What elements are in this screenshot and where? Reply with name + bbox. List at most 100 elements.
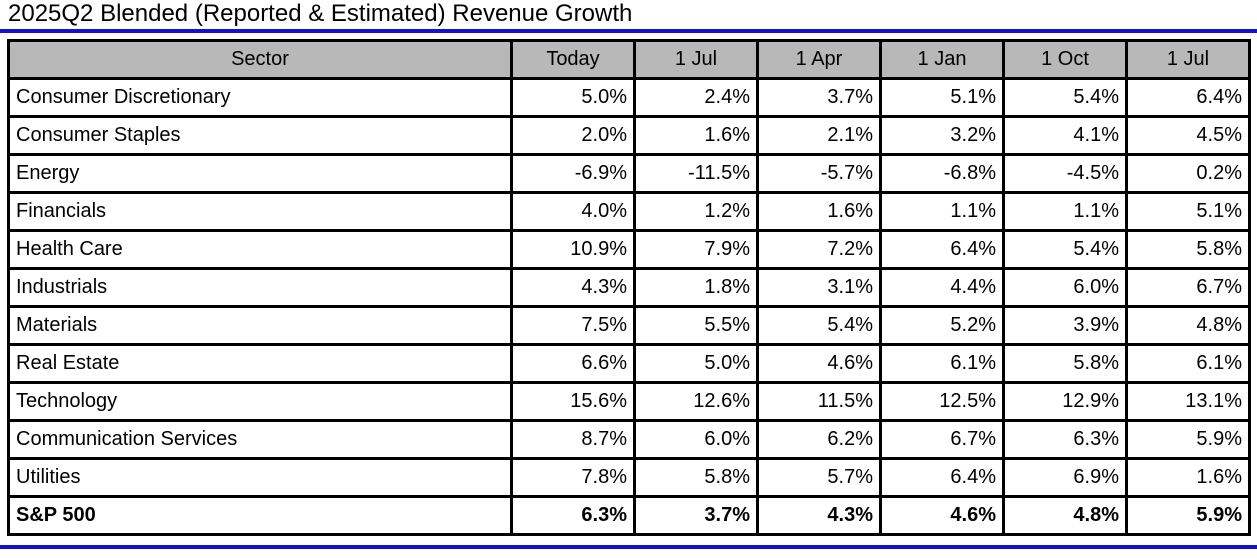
- value-cell: 6.7%: [1125, 267, 1251, 308]
- value-cell: 4.4%: [879, 267, 1005, 308]
- value-cell: 1.6%: [756, 191, 882, 232]
- value-cell: 6.0%: [1002, 267, 1128, 308]
- value-cell: 6.6%: [510, 343, 636, 384]
- value-cell: 12.5%: [879, 381, 1005, 422]
- value-cell: 6.7%: [879, 419, 1005, 460]
- value-cell: 4.3%: [756, 495, 882, 536]
- sector-cell: Industrials: [7, 267, 513, 308]
- value-cell: 6.3%: [1002, 419, 1128, 460]
- sector-cell: Consumer Staples: [7, 115, 513, 156]
- table-row: Technology 15.6% 12.6% 11.5% 12.5% 12.9%…: [7, 381, 1251, 422]
- table-row: Financials 4.0% 1.2% 1.6% 1.1% 1.1% 5.1%: [7, 191, 1251, 232]
- value-cell: 6.4%: [1125, 77, 1251, 118]
- table-body: Consumer Discretionary 5.0% 2.4% 3.7% 5.…: [7, 77, 1251, 536]
- column-header-1-jul: 1 Jul: [633, 39, 759, 80]
- value-cell: 5.4%: [756, 305, 882, 346]
- value-cell: 3.7%: [756, 77, 882, 118]
- value-cell: 5.9%: [1125, 495, 1251, 536]
- value-cell: 7.8%: [510, 457, 636, 498]
- value-cell: 1.8%: [633, 267, 759, 308]
- value-cell: 12.9%: [1002, 381, 1128, 422]
- value-cell: 13.1%: [1125, 381, 1251, 422]
- value-cell: 15.6%: [510, 381, 636, 422]
- table-row: Communication Services 8.7% 6.0% 6.2% 6.…: [7, 419, 1251, 460]
- value-cell: 1.6%: [1125, 457, 1251, 498]
- sector-cell: Utilities: [7, 457, 513, 498]
- sector-cell: Energy: [7, 153, 513, 194]
- table-row: S&P 500 6.3% 3.7% 4.3% 4.6% 4.8% 5.9%: [7, 495, 1251, 536]
- value-cell: -6.8%: [879, 153, 1005, 194]
- value-cell: 5.9%: [1125, 419, 1251, 460]
- value-cell: 7.9%: [633, 229, 759, 270]
- value-cell: 6.0%: [633, 419, 759, 460]
- value-cell: 12.6%: [633, 381, 759, 422]
- value-cell: 4.8%: [1002, 495, 1128, 536]
- value-cell: 1.1%: [1002, 191, 1128, 232]
- value-cell: 4.0%: [510, 191, 636, 232]
- value-cell: 5.5%: [633, 305, 759, 346]
- value-cell: 3.9%: [1002, 305, 1128, 346]
- sector-cell: Consumer Discretionary: [7, 77, 513, 118]
- value-cell: 10.9%: [510, 229, 636, 270]
- value-cell: 5.8%: [1002, 343, 1128, 384]
- value-cell: 6.3%: [510, 495, 636, 536]
- table-row: Utilities 7.8% 5.8% 5.7% 6.4% 6.9% 1.6%: [7, 457, 1251, 498]
- value-cell: 1.2%: [633, 191, 759, 232]
- value-cell: -11.5%: [633, 153, 759, 194]
- table-row: Real Estate 6.6% 5.0% 4.6% 6.1% 5.8% 6.1…: [7, 343, 1251, 384]
- value-cell: 5.7%: [756, 457, 882, 498]
- table-row: Energy -6.9% -11.5% -5.7% -6.8% -4.5% 0.…: [7, 153, 1251, 194]
- value-cell: 5.0%: [510, 77, 636, 118]
- sector-cell: Communication Services: [7, 419, 513, 460]
- value-cell: 5.4%: [1002, 229, 1128, 270]
- value-cell: 5.1%: [879, 77, 1005, 118]
- value-cell: -6.9%: [510, 153, 636, 194]
- value-cell: -4.5%: [1002, 153, 1128, 194]
- sector-cell: S&P 500: [7, 495, 513, 536]
- value-cell: -5.7%: [756, 153, 882, 194]
- value-cell: 7.2%: [756, 229, 882, 270]
- value-cell: 11.5%: [756, 381, 882, 422]
- value-cell: 5.1%: [1125, 191, 1251, 232]
- value-cell: 2.0%: [510, 115, 636, 156]
- value-cell: 6.4%: [879, 229, 1005, 270]
- sector-cell: Health Care: [7, 229, 513, 270]
- sector-cell: Real Estate: [7, 343, 513, 384]
- value-cell: 4.6%: [756, 343, 882, 384]
- value-cell: 3.7%: [633, 495, 759, 536]
- value-cell: 3.2%: [879, 115, 1005, 156]
- sector-cell: Materials: [7, 305, 513, 346]
- value-cell: 7.5%: [510, 305, 636, 346]
- value-cell: 6.9%: [1002, 457, 1128, 498]
- value-cell: 5.2%: [879, 305, 1005, 346]
- column-header-1-jan: 1 Jan: [879, 39, 1005, 80]
- value-cell: 4.8%: [1125, 305, 1251, 346]
- value-cell: 3.1%: [756, 267, 882, 308]
- value-cell: 2.1%: [756, 115, 882, 156]
- value-cell: 6.1%: [879, 343, 1005, 384]
- value-cell: 6.2%: [756, 419, 882, 460]
- value-cell: 6.4%: [879, 457, 1005, 498]
- sector-cell: Technology: [7, 381, 513, 422]
- table-row: Consumer Discretionary 5.0% 2.4% 3.7% 5.…: [7, 77, 1251, 118]
- table-row: Health Care 10.9% 7.9% 7.2% 6.4% 5.4% 5.…: [7, 229, 1251, 270]
- sector-cell: Financials: [7, 191, 513, 232]
- table-row: Materials 7.5% 5.5% 5.4% 5.2% 3.9% 4.8%: [7, 305, 1251, 346]
- value-cell: 4.1%: [1002, 115, 1128, 156]
- value-cell: 1.6%: [633, 115, 759, 156]
- value-cell: 1.1%: [879, 191, 1005, 232]
- table-row: Industrials 4.3% 1.8% 3.1% 4.4% 6.0% 6.7…: [7, 267, 1251, 308]
- value-cell: 5.0%: [633, 343, 759, 384]
- value-cell: 5.4%: [1002, 77, 1128, 118]
- value-cell: 5.8%: [633, 457, 759, 498]
- revenue-growth-table: Sector Today 1 Jul 1 Apr 1 Jan 1 Oct 1 J…: [7, 39, 1251, 536]
- table-row: Consumer Staples 2.0% 1.6% 2.1% 3.2% 4.1…: [7, 115, 1251, 156]
- page-title: 2025Q2 Blended (Reported & Estimated) Re…: [8, 0, 633, 27]
- value-cell: 4.3%: [510, 267, 636, 308]
- value-cell: 4.5%: [1125, 115, 1251, 156]
- column-header-1-apr: 1 Apr: [756, 39, 882, 80]
- value-cell: 4.6%: [879, 495, 1005, 536]
- value-cell: 6.1%: [1125, 343, 1251, 384]
- value-cell: 2.4%: [633, 77, 759, 118]
